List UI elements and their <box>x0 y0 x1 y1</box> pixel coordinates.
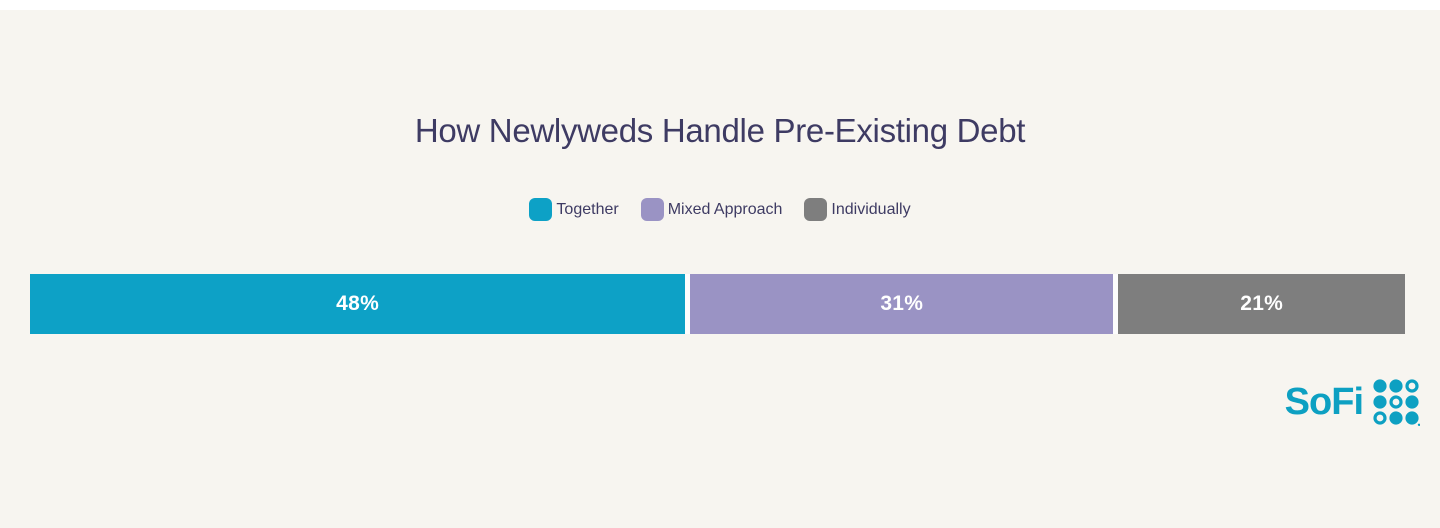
legend-swatch-individually <box>804 198 828 221</box>
bar-segment-gap <box>685 274 691 334</box>
bar-value-label: 48% <box>336 292 380 315</box>
sofi-logo-text: SoFi <box>1284 381 1364 423</box>
bar-segment-mixed-approach: 31% <box>690 274 1114 334</box>
bar-value-label: 31% <box>880 292 924 315</box>
legend-item-individually: Individually <box>804 198 911 221</box>
sofi-logo: SoFi <box>1285 378 1420 426</box>
legend-swatch-together <box>529 198 553 221</box>
legend-label: Individually <box>831 200 911 218</box>
bar-segment-together: 48% <box>30 274 686 334</box>
chart-title: How Newlyweds Handle Pre-Existing Debt <box>414 112 1026 149</box>
bar-segment-gap <box>1113 274 1119 334</box>
bar-segment-individually: 21% <box>1118 274 1406 334</box>
legend-swatch-mixed-approach <box>640 198 664 221</box>
legend-item-mixed-approach: Mixed Approach <box>640 198 783 221</box>
stacked-bar: 48% 31% 21% <box>30 274 1406 334</box>
legend-label: Mixed Approach <box>667 200 783 218</box>
top-margin-strip <box>0 0 1440 10</box>
legend: Together Mixed Approach Individually <box>0 198 1440 221</box>
legend-item-together: Together <box>529 198 619 221</box>
bar-value-label: 21% <box>1240 292 1284 315</box>
sofi-dots-icon <box>1373 379 1420 426</box>
legend-label: Together <box>556 200 619 218</box>
